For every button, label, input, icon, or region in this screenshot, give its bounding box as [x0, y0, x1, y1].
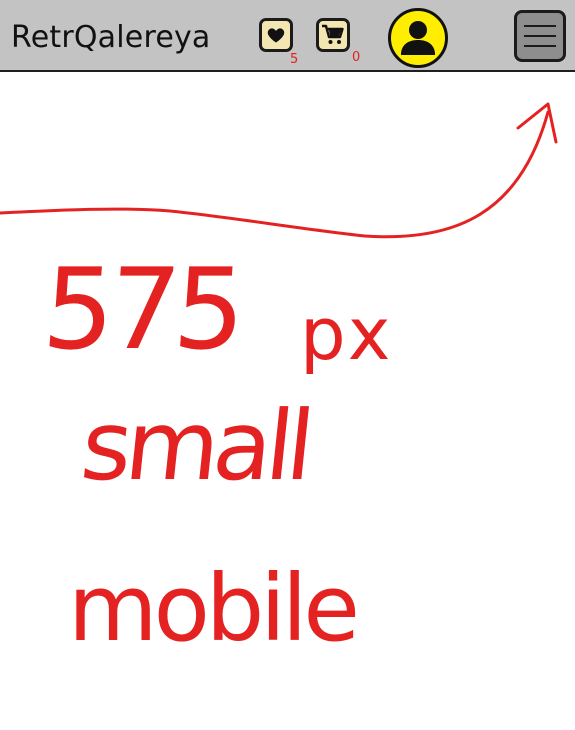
annotation-size-label: small	[76, 390, 314, 502]
hamburger-menu-button[interactable]	[514, 10, 566, 62]
top-navigation-bar: RetrQalereya 5 0	[0, 0, 575, 72]
arrow-icon	[0, 110, 550, 239]
user-avatar-icon	[401, 21, 435, 55]
hamburger-menu-icon	[524, 25, 556, 27]
account-avatar-button[interactable]	[388, 8, 448, 68]
cart-button[interactable]	[316, 18, 350, 52]
cart-count-badge: 0	[352, 50, 361, 65]
hamburger-menu-icon-bar	[524, 45, 556, 47]
wishlist-button[interactable]	[259, 18, 293, 52]
hamburger-menu-icon-bar	[524, 35, 556, 37]
width-arrow-annotation	[0, 102, 558, 239]
wishlist-count-badge: 5	[290, 52, 299, 67]
annotation-device-label: mobile	[68, 555, 360, 662]
annotation-width-unit: px	[300, 292, 393, 376]
annotation-width-value: 575	[38, 245, 244, 375]
heart-icon	[267, 28, 285, 43]
brand-logo-text[interactable]: RetrQalereya	[11, 20, 211, 55]
cart-icon	[322, 24, 344, 44]
